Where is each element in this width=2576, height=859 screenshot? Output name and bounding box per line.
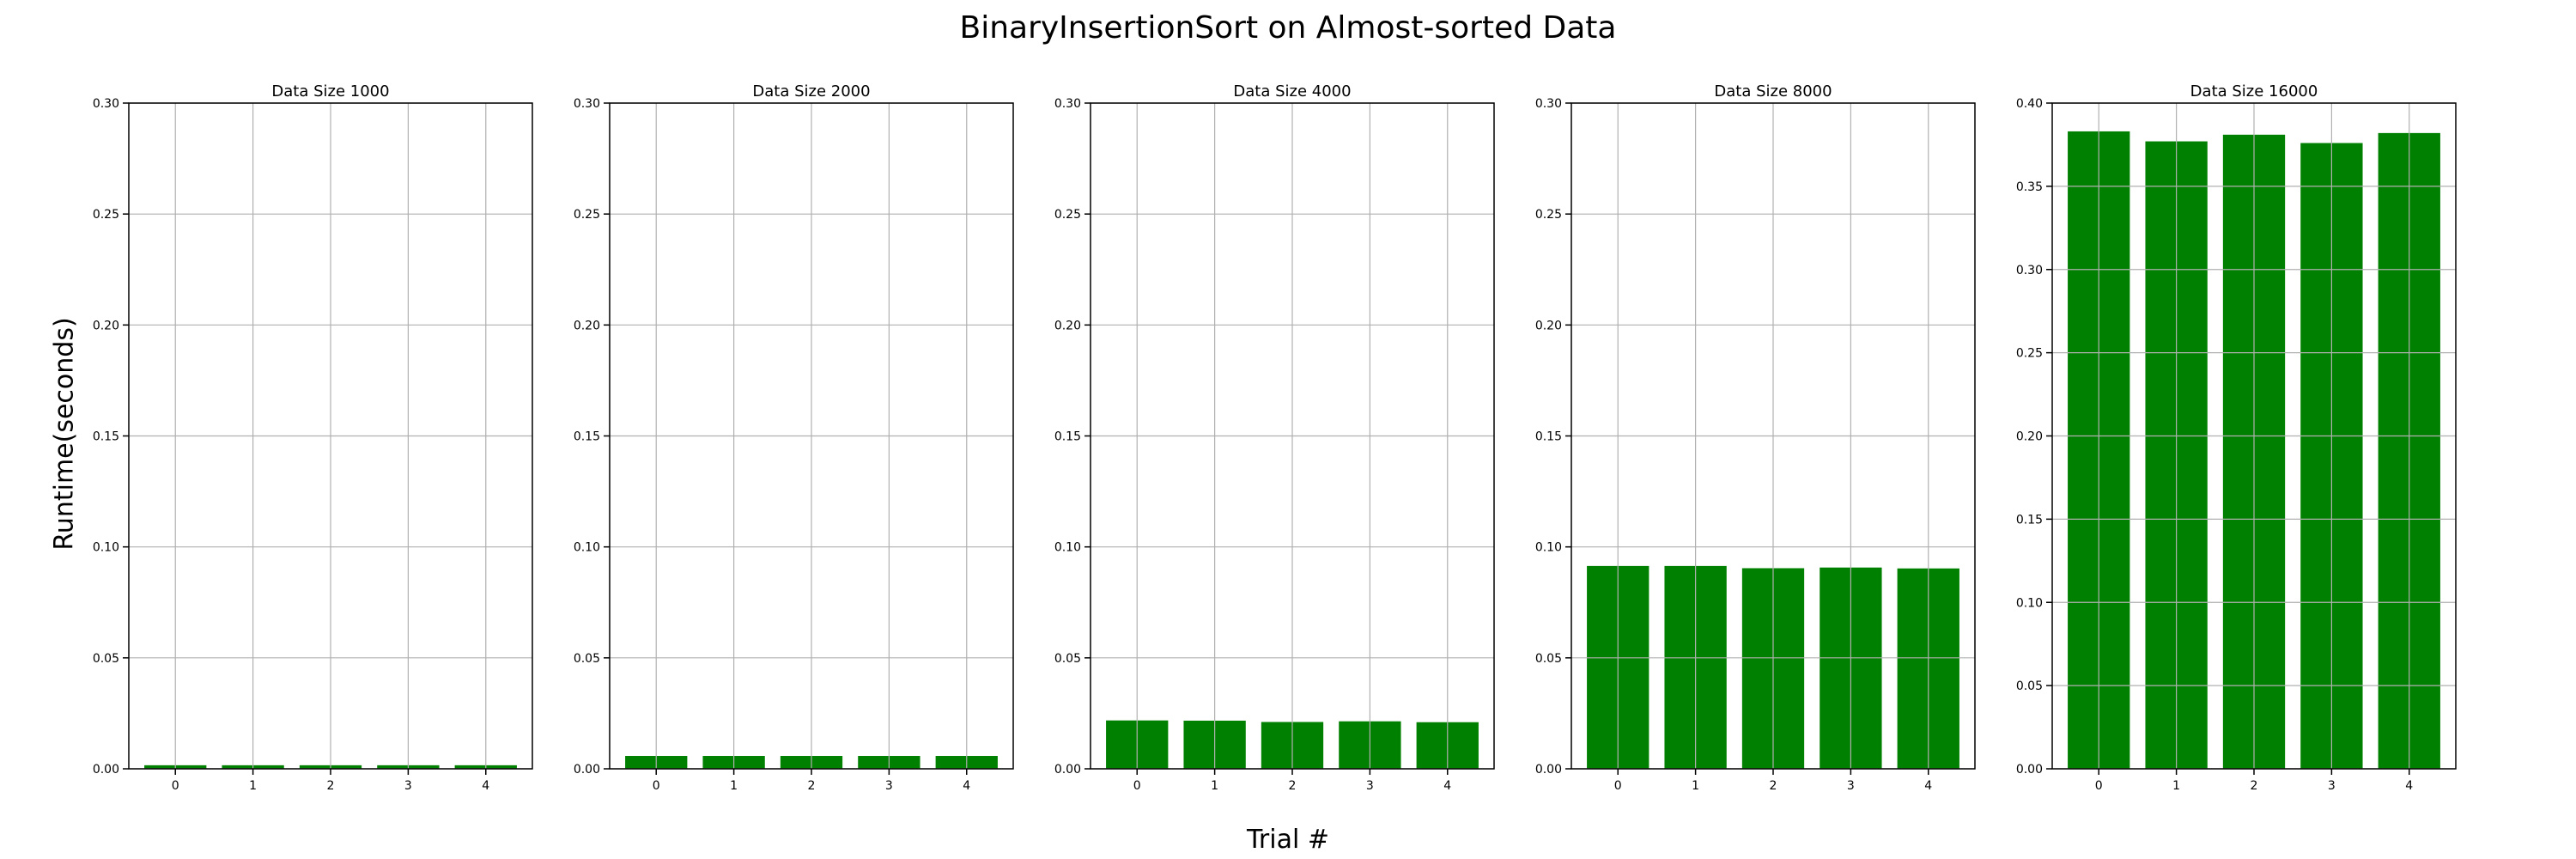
y-tick-label-0-6: 0.30: [93, 97, 119, 111]
y-tick-label-4-5: 0.25: [2016, 347, 2043, 361]
x-tick-label-4-4: 4: [2405, 779, 2413, 793]
x-tick-label-3-4: 4: [1924, 779, 1932, 793]
subplot-title-4: Data Size 16000: [2190, 82, 2318, 101]
y-tick-label-3-1: 0.05: [1535, 652, 1562, 666]
x-tick-label-2-1: 1: [1211, 779, 1218, 793]
y-tick-label-2-1: 0.05: [1054, 652, 1081, 666]
y-tick-label-2-6: 0.30: [1054, 97, 1081, 111]
x-tick-label-1-3: 3: [885, 779, 893, 793]
y-tick-label-3-6: 0.30: [1535, 97, 1562, 111]
x-tick-label-0-1: 1: [249, 779, 257, 793]
x-tick-label-4-0: 0: [2095, 779, 2103, 793]
y-tick-label-0-1: 0.05: [93, 652, 119, 666]
y-tick-label-4-8: 0.40: [2016, 97, 2043, 111]
x-tick-label-0-4: 4: [482, 779, 489, 793]
subplot-title-0: Data Size 1000: [271, 82, 389, 101]
x-tick-label-2-3: 3: [1366, 779, 1374, 793]
y-tick-label-3-3: 0.15: [1535, 430, 1562, 444]
x-tick-label-3-3: 3: [1847, 779, 1855, 793]
y-tick-label-4-1: 0.05: [2016, 679, 2043, 693]
y-tick-label-3-2: 0.10: [1535, 541, 1562, 555]
subplot-title-3: Data Size 8000: [1714, 82, 1832, 101]
y-tick-label-2-5: 0.25: [1054, 208, 1081, 222]
y-tick-label-0-2: 0.10: [93, 541, 119, 555]
y-tick-label-1-1: 0.05: [574, 652, 600, 666]
y-tick-label-1-3: 0.15: [574, 430, 600, 444]
x-tick-label-0-2: 2: [327, 779, 335, 793]
y-tick-label-4-4: 0.20: [2016, 430, 2043, 444]
x-tick-label-0-3: 3: [404, 779, 412, 793]
x-tick-label-3-2: 2: [1770, 779, 1777, 793]
y-tick-label-1-0: 0.00: [574, 763, 600, 777]
y-tick-label-4-6: 0.30: [2016, 264, 2043, 277]
x-tick-label-1-0: 0: [653, 779, 660, 793]
y-tick-label-0-5: 0.25: [93, 208, 119, 222]
y-tick-label-4-2: 0.10: [2016, 596, 2043, 610]
y-tick-label-1-5: 0.25: [574, 208, 600, 222]
y-tick-label-4-7: 0.35: [2016, 180, 2043, 194]
x-tick-label-3-0: 0: [1614, 779, 1622, 793]
y-tick-label-1-4: 0.20: [574, 319, 600, 332]
subplot-title-2: Data Size 4000: [1233, 82, 1351, 101]
y-tick-label-3-0: 0.00: [1535, 763, 1562, 777]
y-tick-label-4-3: 0.15: [2016, 513, 2043, 527]
x-tick-label-1-1: 1: [730, 779, 738, 793]
x-tick-label-1-2: 2: [808, 779, 816, 793]
y-tick-label-2-3: 0.15: [1054, 430, 1081, 444]
y-tick-label-1-2: 0.10: [574, 541, 600, 555]
x-tick-label-2-4: 4: [1443, 779, 1451, 793]
y-tick-label-1-6: 0.30: [574, 97, 600, 111]
figure-title: BinaryInsertionSort on Almost-sorted Dat…: [959, 10, 1617, 46]
y-tick-label-2-2: 0.10: [1054, 541, 1081, 555]
x-tick-label-3-1: 1: [1692, 779, 1699, 793]
x-tick-label-2-0: 0: [1133, 779, 1141, 793]
y-tick-label-2-0: 0.00: [1054, 763, 1081, 777]
x-tick-label-4-3: 3: [2328, 779, 2336, 793]
subplot-title-1: Data Size 2000: [752, 82, 870, 101]
x-tick-label-0-0: 0: [172, 779, 179, 793]
y-tick-label-3-5: 0.25: [1535, 208, 1562, 222]
y-tick-label-0-0: 0.00: [93, 763, 119, 777]
x-tick-label-4-2: 2: [2251, 779, 2258, 793]
x-tick-label-1-4: 4: [963, 779, 970, 793]
y-tick-label-3-4: 0.20: [1535, 319, 1562, 332]
x-tick-label-2-2: 2: [1289, 779, 1297, 793]
y-tick-label-0-3: 0.15: [93, 430, 119, 444]
x-tick-label-4-1: 1: [2172, 779, 2180, 793]
y-tick-label-2-4: 0.20: [1054, 319, 1081, 332]
y-tick-label-0-4: 0.20: [93, 319, 119, 332]
figure-x-axis-label: Trial #: [1247, 825, 1329, 855]
y-tick-label-4-0: 0.00: [2016, 763, 2043, 777]
